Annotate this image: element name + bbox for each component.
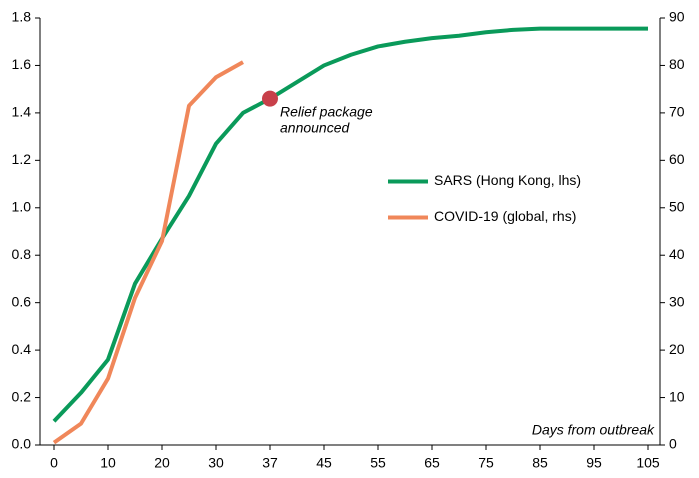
y-tick-label: 0.6 — [12, 293, 32, 309]
x-tick-label: 55 — [370, 455, 386, 471]
x-tick-label: 95 — [586, 455, 602, 471]
series-line — [52, 26, 648, 423]
series-line — [52, 60, 244, 445]
legend-label: COVID-19 (global, rhs) — [434, 208, 576, 224]
x-tick-label: 30 — [208, 455, 224, 471]
y2-tick-label: 10 — [669, 388, 685, 404]
annotation-marker — [262, 90, 278, 107]
y-tick-label: 1.2 — [12, 151, 32, 167]
x-tick-label: 85 — [532, 455, 548, 471]
y-tick-label: 0.0 — [12, 436, 32, 452]
y2-tick-label: 70 — [669, 104, 685, 120]
x-tick-label: 45 — [316, 455, 332, 471]
x-tick-label: 65 — [424, 455, 440, 471]
x-tick-label: 37 — [262, 455, 278, 471]
y-tick-label: 0.2 — [12, 388, 32, 404]
y-tick-label: 1.0 — [12, 198, 32, 214]
x-tick-label: 75 — [478, 455, 494, 471]
y-tick-label: 0.4 — [12, 341, 32, 357]
x-tick-label: 20 — [154, 455, 170, 471]
x-tick-label: 0 — [50, 455, 58, 471]
x-tick-label: 105 — [636, 455, 660, 471]
y2-tick-label: 20 — [669, 341, 685, 357]
y2-tick-label: 30 — [669, 293, 685, 309]
y-tick-label: 0.8 — [12, 246, 32, 262]
y-tick-label: 1.8 — [12, 9, 32, 25]
x-tick-label: 10 — [100, 455, 116, 471]
y-tick-label: 1.6 — [12, 56, 32, 72]
y2-tick-label: 0 — [669, 436, 677, 452]
x-axis-label: Days from outbreak — [532, 422, 655, 438]
y2-tick-label: 50 — [669, 198, 685, 214]
annotation-text: announced — [280, 119, 351, 135]
y2-tick-label: 40 — [669, 246, 685, 262]
y2-tick-label: 80 — [669, 56, 685, 72]
y2-tick-label: 60 — [669, 151, 685, 167]
y-tick-label: 1.4 — [12, 104, 32, 120]
annotation-text: Relief package — [280, 103, 373, 119]
y2-tick-label: 90 — [669, 9, 685, 25]
legend-label: SARS (Hong Kong, lhs) — [434, 172, 581, 188]
